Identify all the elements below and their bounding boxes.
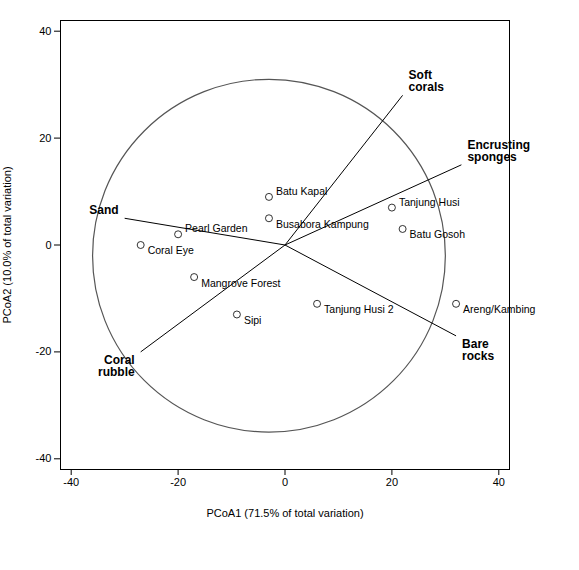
svg-text:Tanjung Husi: Tanjung Husi bbox=[399, 196, 460, 208]
svg-text:Tanjung Husi 2: Tanjung Husi 2 bbox=[324, 303, 394, 315]
svg-text:0: 0 bbox=[282, 476, 288, 488]
svg-text:Pearl Garden: Pearl Garden bbox=[185, 222, 248, 234]
svg-text:0: 0 bbox=[45, 239, 51, 251]
svg-text:Encrustingsponges: Encrustingsponges bbox=[467, 138, 530, 164]
svg-text:Coral Eye: Coral Eye bbox=[148, 244, 194, 256]
svg-text:Mangrove Forest: Mangrove Forest bbox=[201, 277, 280, 289]
svg-text:Busabora Kampung: Busabora Kampung bbox=[276, 218, 369, 230]
svg-text:Barerocks: Barerocks bbox=[462, 337, 494, 363]
svg-text:Sipi: Sipi bbox=[244, 314, 262, 326]
svg-text:-20: -20 bbox=[36, 345, 52, 357]
svg-text:20: 20 bbox=[386, 476, 398, 488]
svg-text:Coralrubble: Coralrubble bbox=[98, 353, 135, 379]
svg-text:Areng/Kambing: Areng/Kambing bbox=[463, 303, 536, 315]
svg-text:20: 20 bbox=[39, 132, 51, 144]
svg-text:Batu Gosoh: Batu Gosoh bbox=[410, 228, 466, 240]
svg-text:40: 40 bbox=[493, 476, 505, 488]
svg-text:PCoA1 (71.5% of total variatio: PCoA1 (71.5% of total variation) bbox=[206, 507, 363, 519]
svg-text:Softcorals: Softcorals bbox=[409, 68, 445, 94]
svg-text:Batu Kapal: Batu Kapal bbox=[276, 185, 327, 197]
svg-text:Sand: Sand bbox=[89, 203, 118, 217]
svg-text:-40: -40 bbox=[63, 476, 79, 488]
svg-text:-40: -40 bbox=[36, 452, 52, 464]
svg-text:PCoA2 (10.0% of total variatio: PCoA2 (10.0% of total variation) bbox=[1, 166, 13, 323]
svg-text:40: 40 bbox=[39, 25, 51, 37]
svg-text:-20: -20 bbox=[170, 476, 186, 488]
